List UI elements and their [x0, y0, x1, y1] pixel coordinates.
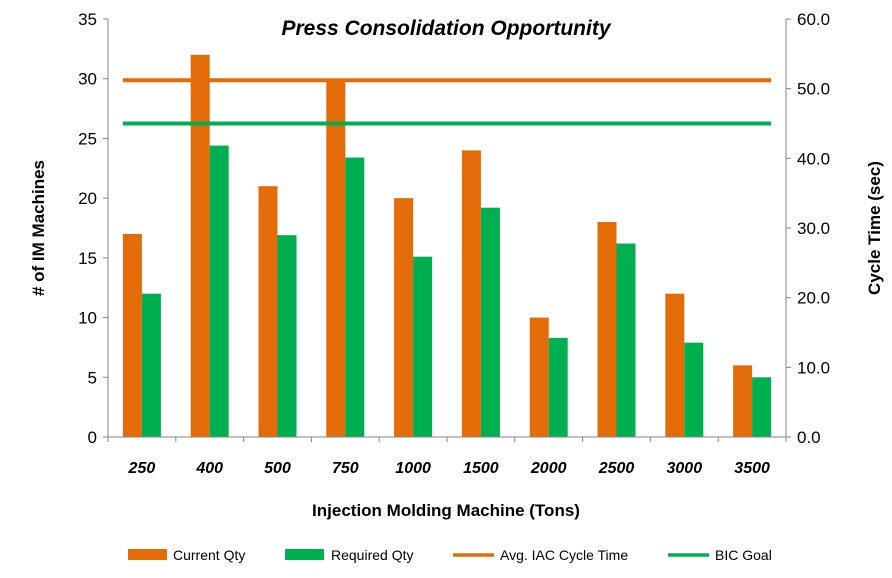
bar-required-qty [548, 337, 568, 437]
x-tick-label: 750 [332, 460, 359, 477]
bar-current-qty [529, 317, 549, 437]
reference-lines [122, 78, 772, 126]
y2-tick-label: 30.0 [797, 219, 830, 238]
y-tick-label: 30 [78, 70, 97, 89]
legend-label-current-qty: Current Qty [173, 547, 245, 563]
x-tick-label: 500 [264, 460, 291, 477]
bar-current-qty [190, 54, 210, 437]
legend-label-required-qty: Required Qty [331, 547, 413, 563]
bar-current-qty [326, 78, 346, 437]
bar-required-qty [684, 342, 704, 437]
legend-label-avg-iac-cycle-time: Avg. IAC Cycle Time [500, 547, 628, 563]
bar-required-qty [345, 157, 365, 437]
x-tick-label: 250 [128, 460, 156, 477]
bar-current-qty [258, 186, 278, 437]
y2-tick-label: 50.0 [797, 80, 830, 99]
y2-tick-label: 40.0 [797, 149, 830, 168]
x-tick-label: 2000 [530, 460, 567, 477]
legend-swatch-required-qty [285, 549, 324, 560]
y-tick-label: 5 [88, 368, 97, 387]
bars [122, 54, 772, 437]
y2-tick-label: 0.0 [797, 428, 821, 447]
y-tick-label: 35 [78, 10, 97, 29]
legend: Current Qty Required Qty Avg. IAC Cycle … [128, 547, 772, 563]
bar-required-qty [480, 207, 500, 437]
bar-required-qty [141, 293, 161, 437]
y2-axis-label: Cycle Time (sec) [865, 161, 884, 295]
chart-title: Press Consolidation Opportunity [281, 17, 611, 40]
bar-current-qty [394, 198, 414, 437]
x-tick-label: 3500 [734, 460, 770, 477]
y2-tick-label: 20.0 [797, 289, 830, 308]
right-axis: 0.0 10.0 20.0 30.0 40.0 50.0 60.0 [785, 10, 830, 447]
left-axis: 0 5 10 15 20 25 30 35 [78, 10, 109, 447]
y-tick-label: 15 [78, 249, 97, 268]
x-tick-label: 1500 [463, 460, 499, 477]
x-axis-label: Injection Molding Machine (Tons) [312, 501, 580, 520]
y-tick-label: 10 [78, 309, 97, 328]
x-axis: 250 400 500 750 1000 1500 2000 2500 3000 3500 [107, 436, 787, 477]
x-tick-label: 400 [195, 460, 223, 477]
bar-required-qty [277, 235, 297, 437]
y-tick-label: 20 [78, 189, 97, 208]
bar-current-qty [122, 233, 142, 437]
y2-tick-label: 10.0 [797, 358, 830, 377]
legend-label-bic-goal: BIC Goal [715, 547, 772, 563]
y-tick-label: 25 [78, 129, 97, 148]
x-tick-label: 1000 [395, 460, 431, 477]
bar-current-qty [733, 365, 753, 437]
bar-required-qty [209, 145, 229, 437]
x-tick-label: 3000 [667, 460, 703, 477]
bar-required-qty [616, 243, 636, 437]
bar-current-qty [665, 293, 685, 437]
y-axis-label: # of IM Machines [29, 160, 48, 296]
bar-required-qty [752, 377, 772, 437]
y2-tick-label: 60.0 [797, 10, 830, 29]
y-tick-label: 0 [88, 428, 97, 447]
bar-current-qty [597, 222, 617, 437]
legend-swatch-current-qty [128, 549, 167, 560]
bar-current-qty [461, 150, 481, 437]
bar-required-qty [413, 256, 433, 437]
x-tick-label: 2500 [598, 460, 635, 477]
